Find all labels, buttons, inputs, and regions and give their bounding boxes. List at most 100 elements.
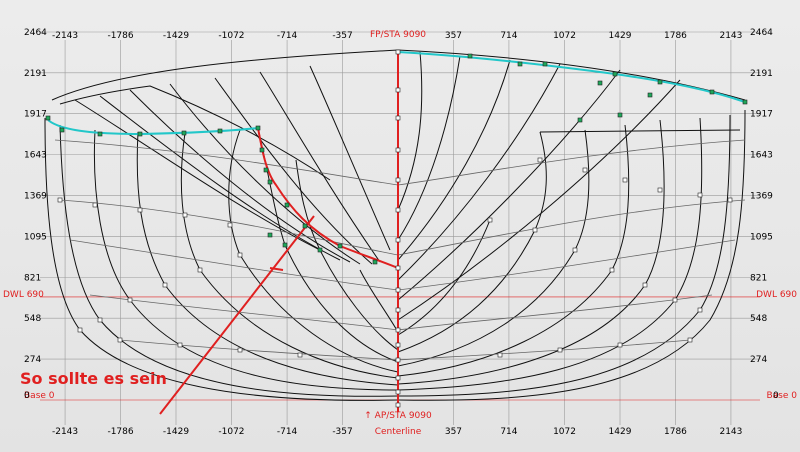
- control-point[interactable]: [227, 222, 233, 228]
- control-point[interactable]: [395, 342, 401, 348]
- desired-section-curve: [257, 127, 399, 269]
- control-point[interactable]: [609, 267, 615, 273]
- control-point[interactable]: [97, 317, 103, 323]
- control-point[interactable]: [181, 130, 187, 136]
- control-point[interactable]: [263, 167, 269, 173]
- control-point[interactable]: [542, 61, 548, 67]
- tick-label: 1643: [24, 151, 47, 161]
- control-point[interactable]: [572, 247, 578, 253]
- section-curve-1: [44, 117, 399, 401]
- control-point[interactable]: [537, 157, 543, 163]
- control-point[interactable]: [137, 207, 143, 213]
- control-point[interactable]: [217, 128, 223, 134]
- section-curve-4: [136, 131, 399, 386]
- control-point[interactable]: [617, 112, 623, 118]
- control-point[interactable]: [395, 49, 401, 55]
- control-point[interactable]: [162, 282, 168, 288]
- control-point[interactable]: [672, 297, 678, 303]
- control-point[interactable]: [92, 202, 98, 208]
- control-point[interactable]: [182, 212, 188, 218]
- control-point[interactable]: [77, 327, 83, 333]
- control-point[interactable]: [57, 197, 63, 203]
- control-point[interactable]: [282, 242, 288, 248]
- control-point[interactable]: [395, 357, 401, 363]
- control-point[interactable]: [395, 265, 401, 271]
- control-point[interactable]: [267, 232, 273, 238]
- control-point[interactable]: [395, 147, 401, 153]
- control-point[interactable]: [687, 337, 693, 343]
- sheer-line-fwd: [397, 51, 746, 103]
- control-point[interactable]: [59, 127, 65, 133]
- control-point[interactable]: [532, 227, 538, 233]
- control-point[interactable]: [372, 259, 378, 265]
- control-point[interactable]: [267, 179, 273, 185]
- control-point[interactable]: [127, 297, 133, 303]
- control-point[interactable]: [612, 71, 618, 77]
- control-point[interactable]: [395, 115, 401, 121]
- control-point[interactable]: [302, 223, 308, 229]
- section-curve-3: [93, 129, 399, 391]
- control-point[interactable]: [395, 389, 401, 395]
- control-point[interactable]: [337, 243, 343, 249]
- x-ticks-bottom: -2143 -1786 -1429 -1072 -714 -357 357 714 1072 14…: [52, 427, 742, 437]
- control-point[interactable]: [597, 80, 603, 86]
- control-point[interactable]: [197, 267, 203, 273]
- control-point[interactable]: [467, 53, 473, 59]
- control-point[interactable]: [237, 252, 243, 258]
- tick-label: -1786: [107, 31, 133, 41]
- waterline-curves: [54, 139, 746, 361]
- control-point[interactable]: [395, 237, 401, 243]
- control-point[interactable]: [617, 342, 623, 348]
- control-point[interactable]: [117, 337, 123, 343]
- control-point[interactable]: [259, 147, 265, 153]
- deck-curve-fwd-6: [397, 55, 461, 241]
- control-point[interactable]: [742, 99, 748, 105]
- section-curve-f4: [397, 119, 665, 385]
- control-point[interactable]: [697, 307, 703, 313]
- control-point[interactable]: [395, 87, 401, 93]
- control-point[interactable]: [487, 217, 493, 223]
- control-point[interactable]: [284, 202, 290, 208]
- control-point[interactable]: [255, 125, 261, 131]
- control-point[interactable]: [647, 92, 653, 98]
- base-label-right: Base 0: [766, 391, 797, 401]
- deck-curve-aft-1: [51, 49, 399, 101]
- control-point[interactable]: [497, 352, 503, 358]
- control-point[interactable]: [657, 187, 663, 193]
- control-point[interactable]: [237, 347, 243, 353]
- tick-label: 1072: [553, 427, 576, 437]
- control-point[interactable]: [622, 177, 628, 183]
- control-point[interactable]: [317, 247, 323, 253]
- control-point[interactable]: [709, 89, 715, 95]
- deck-curve-fwd-7: [397, 79, 681, 321]
- waterline-3: [69, 239, 736, 291]
- control-point[interactable]: [395, 177, 401, 183]
- control-point[interactable]: [582, 167, 588, 173]
- bottom-station-label: ↑ AP/STA 9090: [364, 411, 432, 421]
- control-point[interactable]: [395, 307, 401, 313]
- control-point[interactable]: [517, 61, 523, 67]
- control-point[interactable]: [727, 197, 733, 203]
- control-point[interactable]: [577, 117, 583, 123]
- control-point[interactable]: [297, 352, 303, 358]
- control-point[interactable]: [395, 287, 401, 293]
- control-point[interactable]: [395, 402, 401, 408]
- control-point[interactable]: [657, 79, 663, 85]
- control-point[interactable]: [395, 207, 401, 213]
- tick-label: 548: [750, 314, 767, 324]
- control-point[interactable]: [697, 192, 703, 198]
- control-point[interactable]: [45, 115, 51, 121]
- control-point[interactable]: [642, 282, 648, 288]
- tick-label: 821: [750, 273, 767, 283]
- deck-curve-fwd-2: [539, 129, 741, 133]
- tick-label: 821: [24, 273, 41, 283]
- deck-curve-fwd-5: [397, 59, 511, 261]
- control-point[interactable]: [395, 375, 401, 381]
- control-point[interactable]: [137, 131, 143, 137]
- sheer-line-aft: [47, 119, 259, 136]
- base-zero-right: 0: [773, 391, 779, 401]
- control-point[interactable]: [395, 327, 401, 333]
- control-point[interactable]: [557, 347, 563, 353]
- control-point[interactable]: [97, 131, 103, 137]
- control-point[interactable]: [177, 342, 183, 348]
